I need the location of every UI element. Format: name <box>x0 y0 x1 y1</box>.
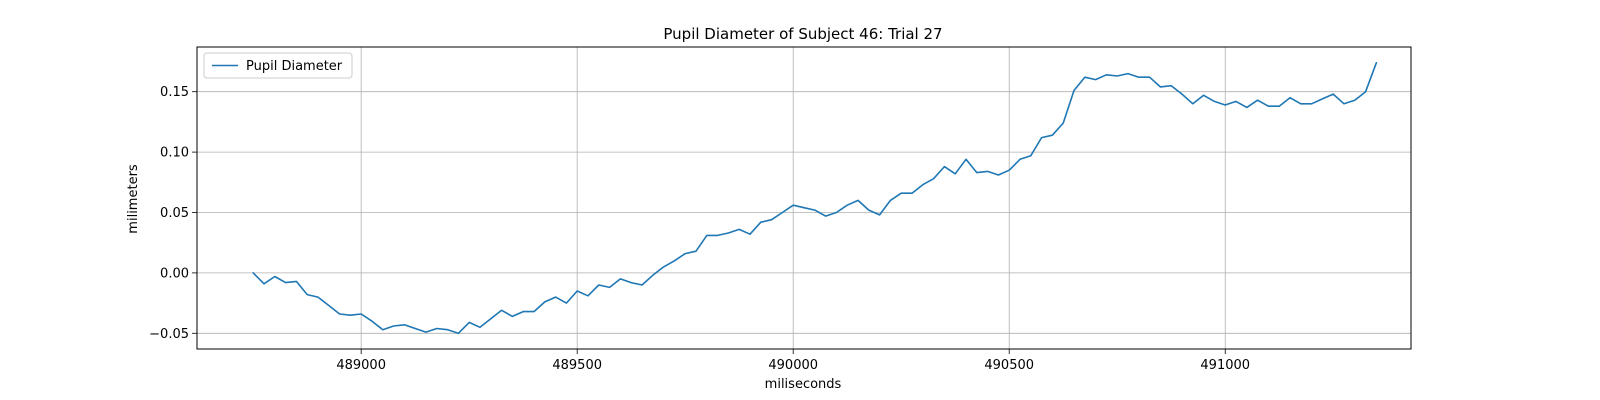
y-tick-label: 0.05 <box>160 206 189 221</box>
series-line-pupil-diameter <box>252 61 1378 335</box>
legend: Pupil Diameter <box>203 52 353 79</box>
series-layer <box>252 61 1378 335</box>
y-tick-label: −0.05 <box>149 327 189 342</box>
x-axis: 489000 489500 490000 490500 491000 <box>336 349 1250 373</box>
y-tick-label: 0.10 <box>160 146 189 161</box>
chart-title: Pupil Diameter of Subject 46: Trial 27 <box>663 25 942 43</box>
x-tick-label: 490000 <box>768 358 818 373</box>
y-axis-label: milimeters <box>126 164 141 234</box>
x-tick-label: 489000 <box>336 358 386 373</box>
legend-box <box>203 52 353 79</box>
x-tick-label: 491000 <box>1200 358 1250 373</box>
plot-frame <box>196 46 1412 350</box>
x-axis-label: miliseconds <box>765 377 842 392</box>
y-tick-label: 0.00 <box>160 266 189 281</box>
y-tick-label: 0.15 <box>160 85 189 100</box>
x-tick-label: 490500 <box>984 358 1034 373</box>
y-axis: −0.05 0.00 0.05 0.10 0.15 <box>149 85 197 342</box>
legend-entry-pupil-diameter: Pupil Diameter <box>246 59 343 74</box>
grid-lines <box>197 47 1411 349</box>
x-tick-label: 489500 <box>552 358 602 373</box>
